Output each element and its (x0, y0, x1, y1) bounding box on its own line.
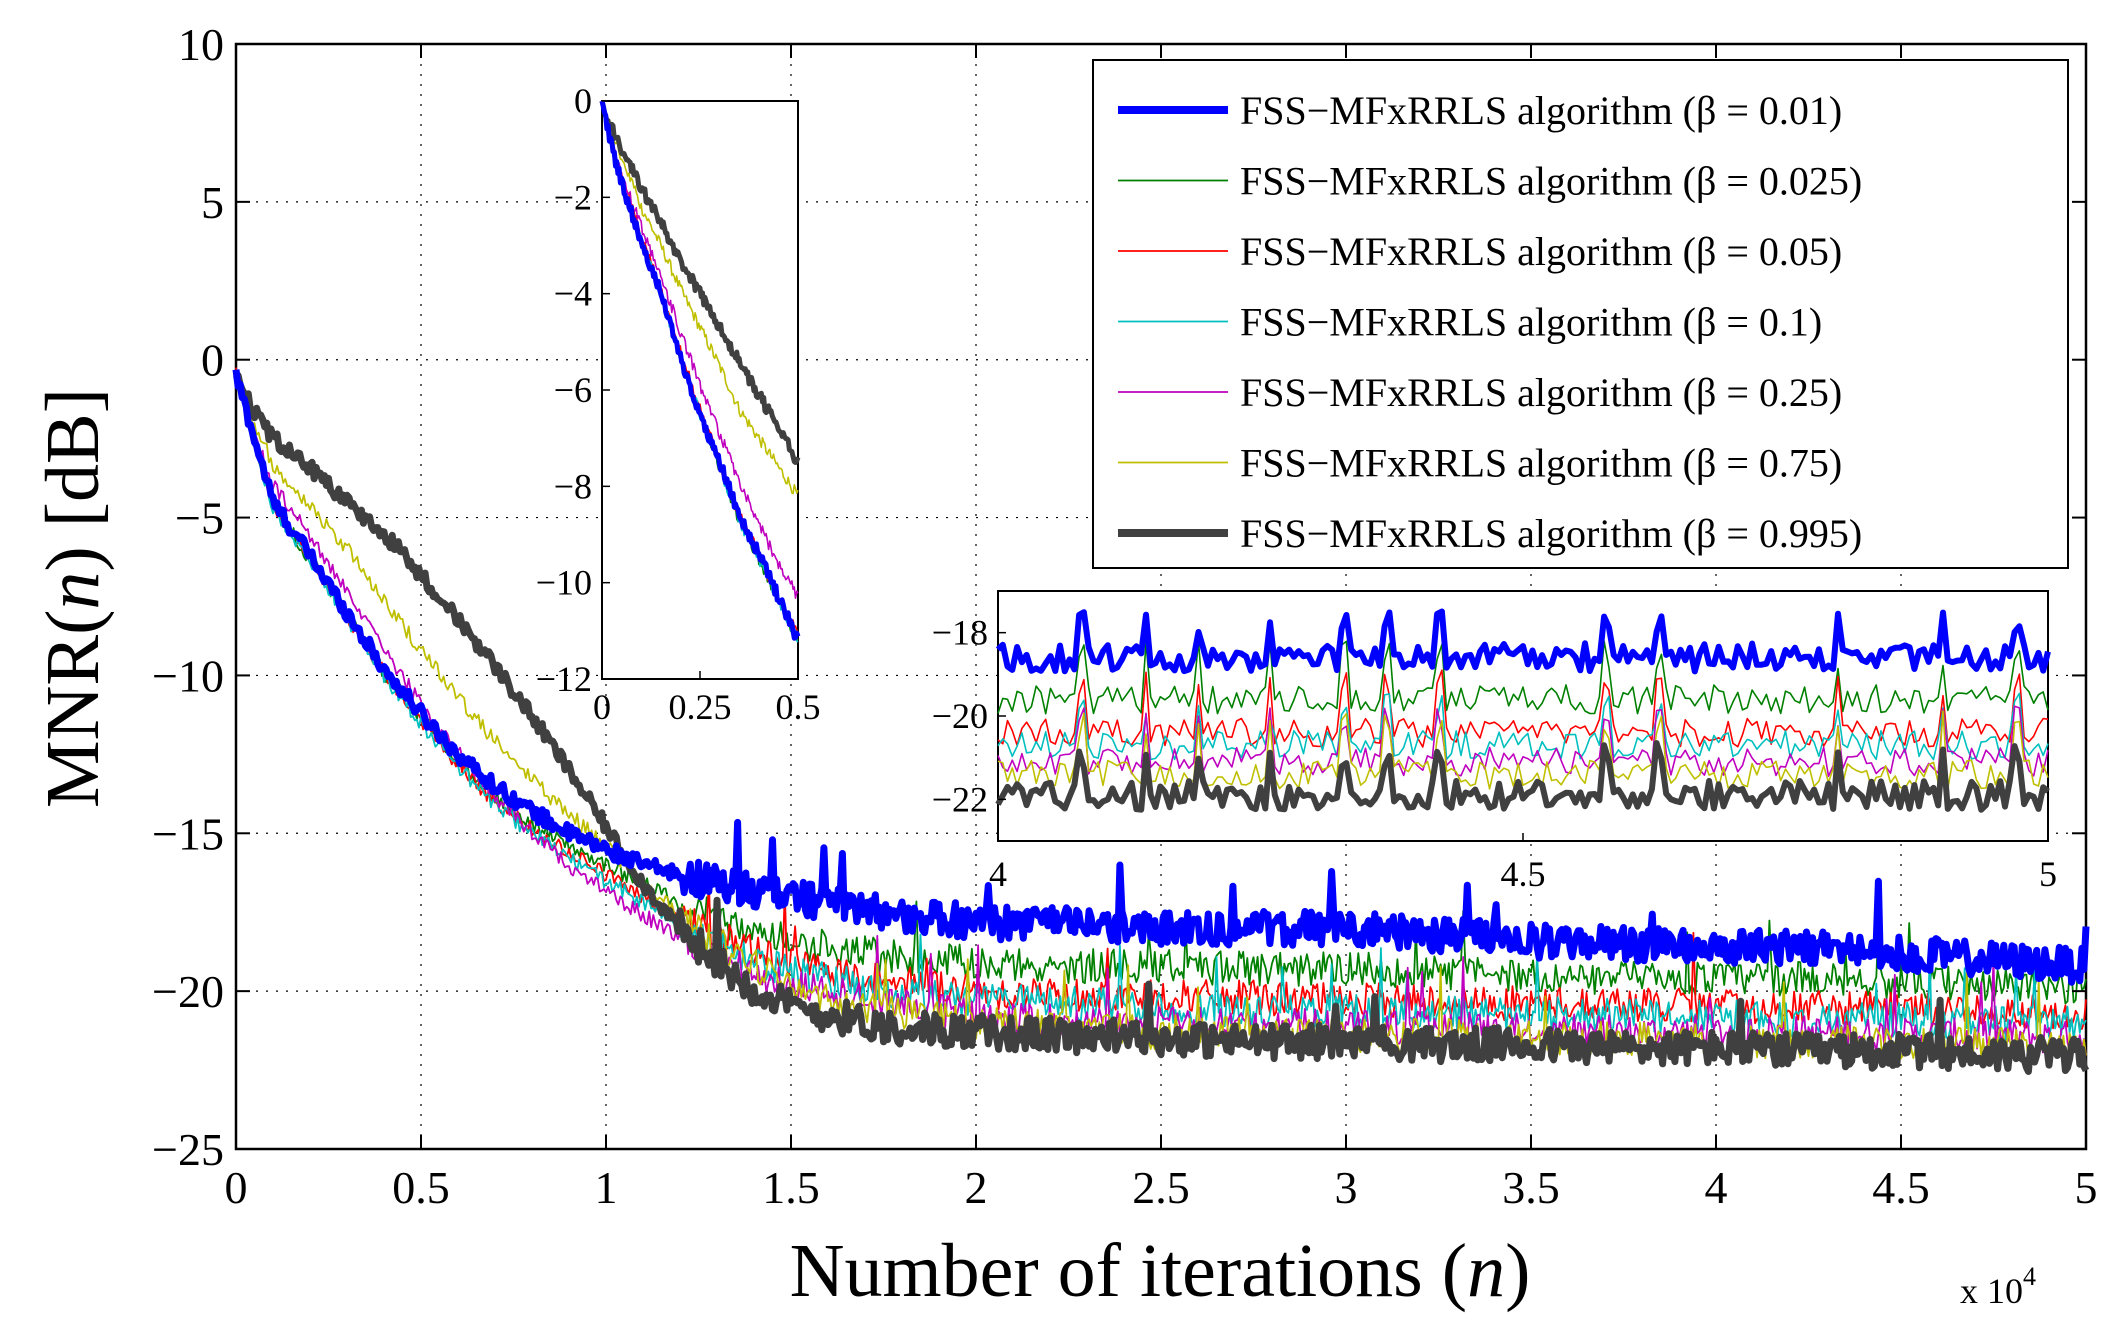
inset-steady-line (997, 640, 2049, 715)
legend-label: FSS−MFxRRLS algorithm (β = 0.025) (1240, 159, 1862, 204)
inset-initial-y-tick-label: −8 (554, 466, 592, 506)
inset-initial-ticks: 0 0.25 0.5 0 −2 −4 −6 −8 −10 −12 (536, 81, 821, 727)
inset-initial-line (599, 100, 801, 641)
legend-label: FSS−MFxRRLS algorithm (β = 0.995) (1240, 511, 1862, 556)
series-line (232, 369, 2090, 986)
legend-label: FSS−MFxRRLS algorithm (β = 0.75) (1240, 441, 1842, 486)
legend: FSS−MFxRRLS algorithm (β = 0.01) FSS−MFxR… (1092, 59, 2069, 569)
inset-initial-y-tick-label: −12 (536, 659, 592, 699)
x-tick-label: 4.5 (1872, 1162, 1930, 1213)
legend-label: FSS−MFxRRLS algorithm (β = 0.25) (1240, 370, 1842, 415)
inset-steady-x-tick-label: 4.5 (1501, 854, 1546, 894)
y-tick-label: −10 (152, 650, 224, 701)
y-tick-label: −5 (175, 493, 224, 544)
y-tick-label: 5 (201, 177, 224, 228)
inset-initial-line (601, 100, 799, 495)
main-x-ticks: 0 0.5 1 1.5 2 2.5 3 3.5 4 4.5 5 (225, 44, 2098, 1213)
inset-initial-x-tick-label: 0.5 (776, 687, 821, 727)
inset-steady-y-tick-label: −20 (932, 696, 988, 736)
series-line (235, 376, 2087, 1005)
legend-label: FSS−MFxRRLS algorithm (β = 0.01) (1240, 88, 1842, 133)
y-tick-label: 0 (201, 335, 224, 386)
inset-steady-y-tick-label: −22 (932, 779, 988, 819)
inset-initial-y-tick-label: −4 (554, 274, 592, 314)
x-tick-label: 0.5 (392, 1162, 450, 1213)
inset-initial-line (601, 100, 799, 600)
x-tick-label: 1 (595, 1162, 618, 1213)
series-line (235, 371, 2087, 1065)
x-tick-label: 2.5 (1132, 1162, 1190, 1213)
inset-initial-y-tick-label: −10 (536, 563, 592, 603)
series-line (235, 379, 2087, 1056)
series-line (232, 371, 2090, 1075)
y-tick-label: 10 (178, 19, 224, 70)
inset-steady-line (995, 740, 2050, 813)
inset-initial-line (599, 100, 801, 465)
legend-label: FSS−MFxRRLS algorithm (β = 0.1) (1240, 300, 1822, 345)
inset-steady-ticks: 4 4.5 5 −18 −20 −22 (932, 613, 2057, 894)
y-tick-label: −20 (152, 966, 224, 1017)
inset-steady-x-tick-label: 5 (2039, 854, 2057, 894)
inset-initial-y-tick-label: −6 (554, 370, 592, 410)
x-tick-label: 2 (965, 1162, 988, 1213)
legend-label: FSS−MFxRRLS algorithm (β = 0.05) (1240, 229, 1842, 274)
inset-steady-line (995, 608, 2051, 675)
x-tick-label: 3 (1335, 1162, 1358, 1213)
x-tick-label: 1.5 (762, 1162, 820, 1213)
inset-steady-plot: 4 4.5 5 −18 −20 −22 (932, 590, 2057, 894)
x-exponent-label: x 104 (1960, 1262, 2036, 1311)
x-tick-label: 3.5 (1502, 1162, 1560, 1213)
inset-initial-x-tick-label: 0 (593, 687, 611, 727)
inset-steady-line (997, 669, 2049, 748)
inset-initial-y-tick-label: −2 (554, 177, 592, 217)
main-series (232, 367, 2090, 1075)
x-tick-label: 0 (225, 1162, 248, 1213)
y-tick-label: −15 (152, 808, 224, 859)
inset-initial-y-tick-label: 0 (574, 81, 592, 121)
inset-initial-frame (601, 100, 799, 680)
legend-box (1092, 59, 2069, 569)
inset-steady-series (995, 608, 2051, 813)
inset-steady-line (997, 705, 2049, 778)
y-axis-label: MNR(n) [dB] (31, 388, 115, 808)
x-axis-label: Number of iterations (n) (790, 1229, 1531, 1313)
inset-steady-x-tick-label: 4 (989, 854, 1007, 894)
inset-initial-series (599, 100, 801, 643)
inset-initial-plot: 0 0.25 0.5 0 −2 −4 −6 −8 −10 −12 (536, 81, 821, 727)
x-tick-label: 4 (1705, 1162, 1728, 1213)
x-tick-label: 5 (2075, 1162, 2098, 1213)
inset-initial-x-tick-label: 0.25 (669, 687, 732, 727)
y-tick-label: −25 (152, 1124, 224, 1175)
inset-steady-y-tick-label: −18 (932, 613, 988, 653)
